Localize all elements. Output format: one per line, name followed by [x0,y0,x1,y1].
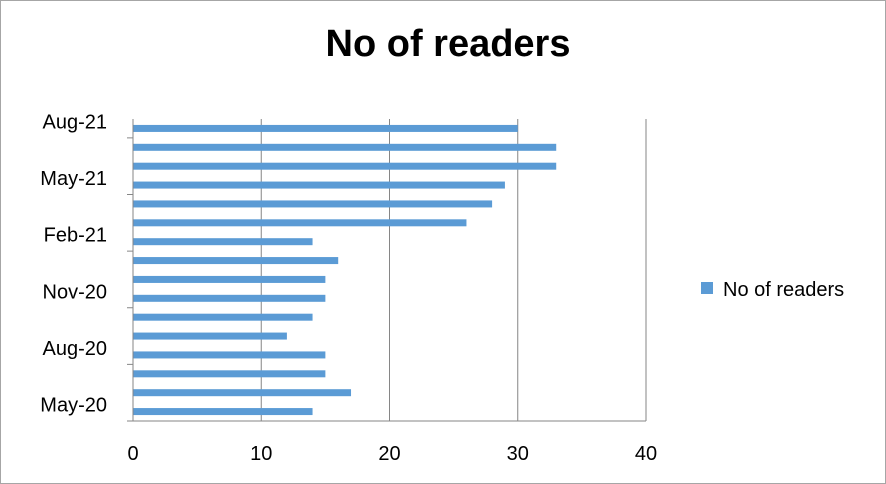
bar [133,238,313,246]
legend: No of readers [701,279,844,301]
bar [133,351,326,359]
bar [133,370,326,378]
bar [133,181,505,189]
bar [133,275,326,283]
x-tick-label: 0 [127,443,138,465]
x-tick-label: 40 [635,443,657,465]
y-tick-label: Nov-20 [43,281,107,303]
bar [133,332,287,340]
y-tick-label: May-21 [40,168,107,190]
axes: 0 10 20 30 40 May-20 Aug-20 Nov-20 Feb-21 May-21 A… [40,111,657,465]
x-tick-label: 30 [507,443,529,465]
bar [133,294,326,302]
bar [133,408,313,416]
y-tick-label: Aug-21 [43,111,108,133]
bar [133,124,518,132]
y-tick-label: Feb-21 [44,225,107,247]
x-tick-label: 10 [250,443,272,465]
bar [133,219,467,227]
bar [133,257,339,265]
y-tick-label: Aug-20 [43,338,108,360]
bars [133,124,557,416]
bar [133,143,557,151]
bar [133,200,493,208]
legend-swatch [701,282,713,294]
bar [133,162,557,170]
x-tick-label: 20 [378,443,400,465]
bar [133,313,313,321]
y-tick-label: May-20 [40,395,107,417]
bar [133,389,352,397]
chart-title: No of readers [326,23,571,65]
legend-label: No of readers [723,279,844,301]
